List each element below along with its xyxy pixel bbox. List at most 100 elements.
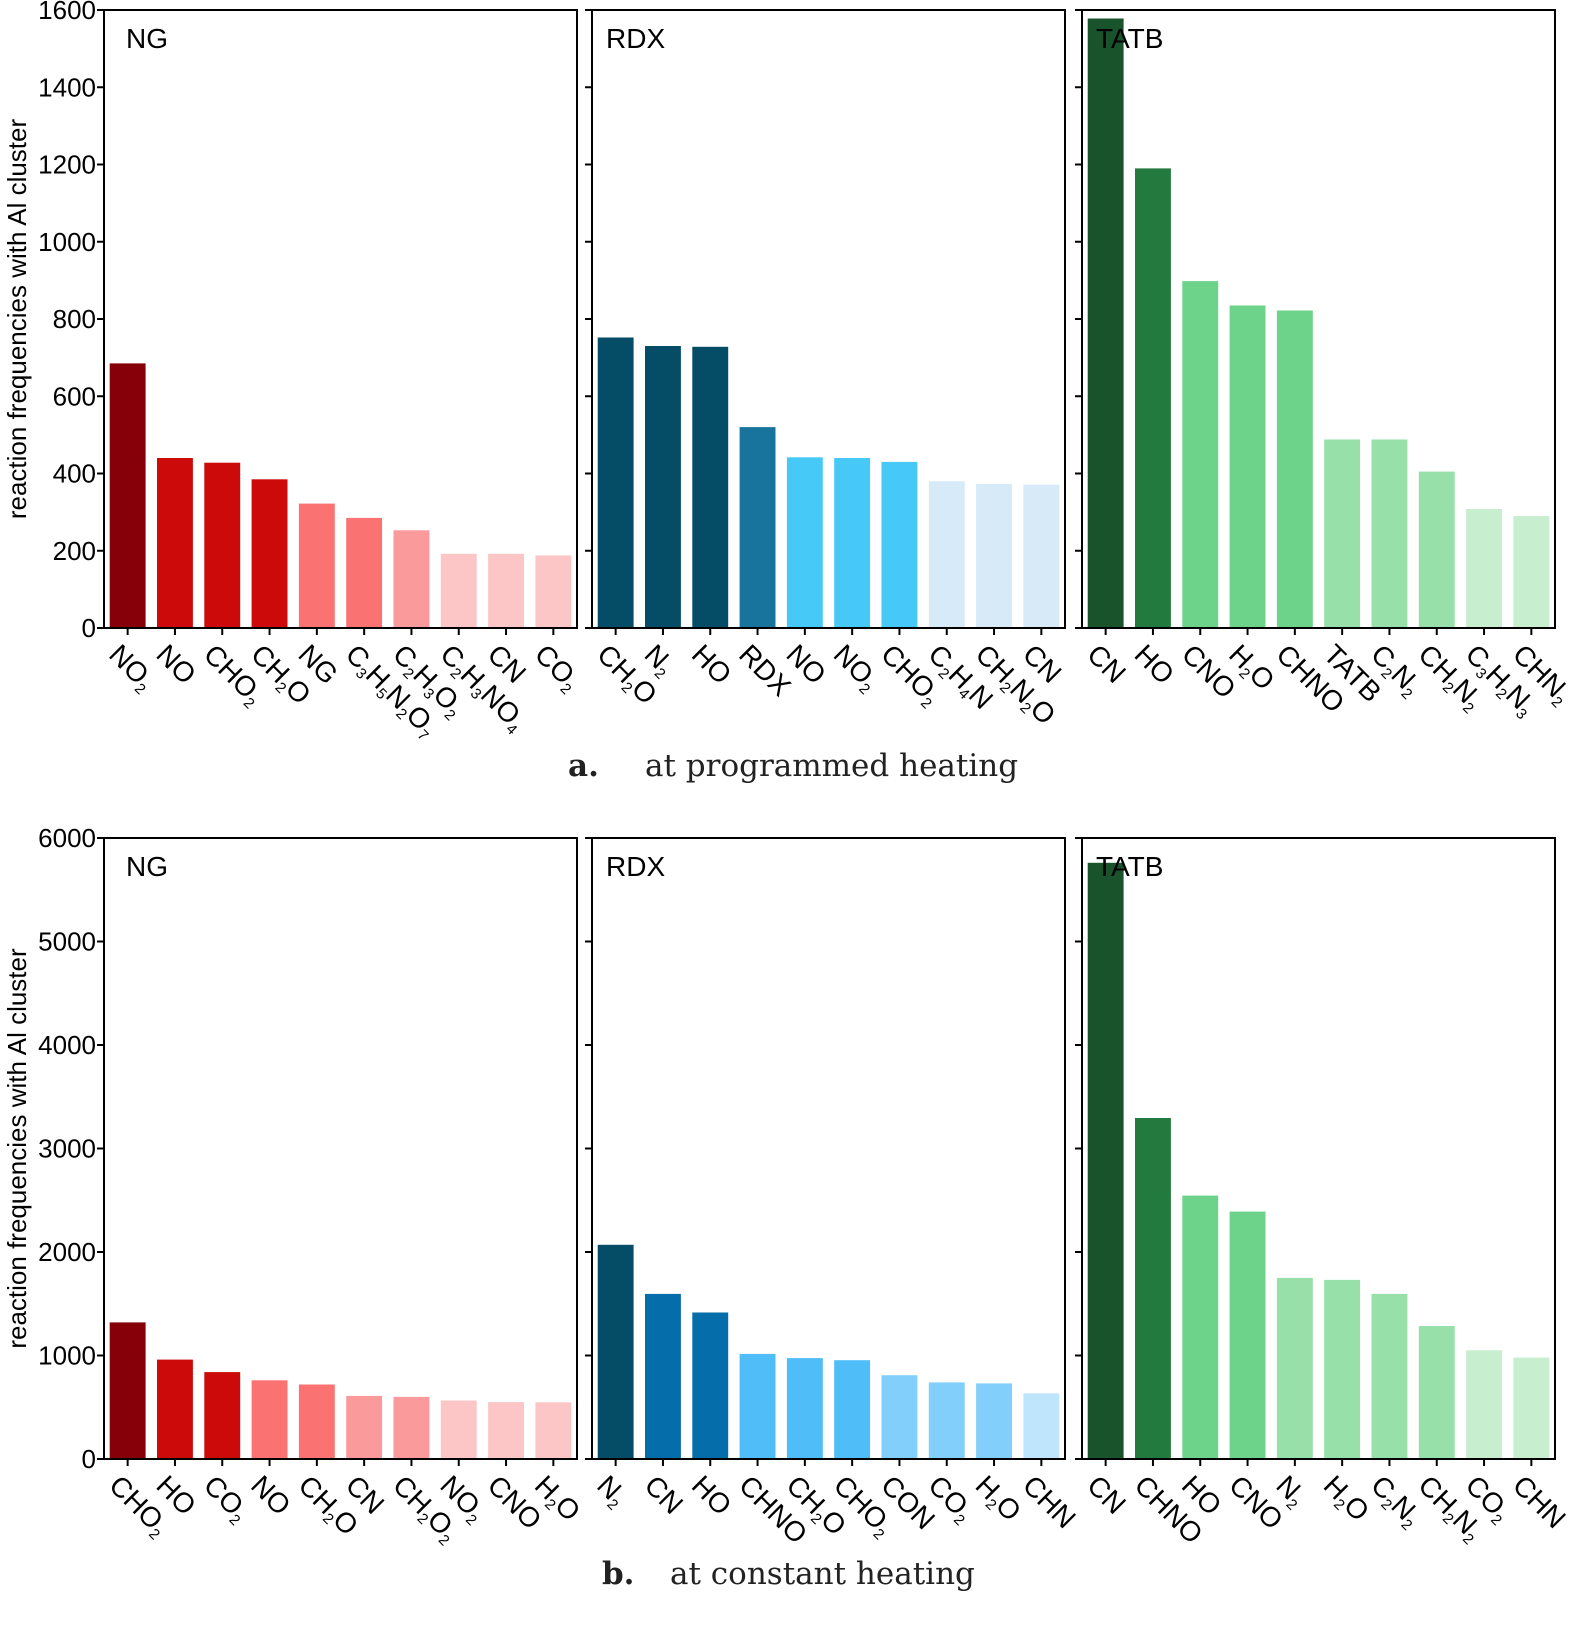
bar	[204, 462, 241, 628]
bar	[1418, 1326, 1455, 1459]
bar	[109, 1322, 146, 1459]
bar	[251, 479, 288, 628]
x-tick-label: NO	[245, 1469, 297, 1521]
x-tick-label: CHN	[1017, 1469, 1082, 1534]
panel-title: NG	[126, 23, 168, 54]
bar	[834, 458, 871, 628]
panel-title: TATB	[1096, 23, 1163, 54]
x-tick-label: NO	[151, 638, 203, 690]
bar	[739, 1353, 776, 1459]
bar	[881, 1375, 918, 1459]
x-tick-label: NO2	[101, 638, 160, 697]
bar	[1182, 281, 1219, 628]
y-tick-label: 0	[82, 613, 96, 643]
bar	[1276, 1277, 1313, 1459]
y-axis-label: reaction frequencies with Al cluster	[2, 119, 32, 520]
x-tick-label: NO2	[826, 638, 885, 697]
panel-title: RDX	[606, 851, 665, 882]
bar	[1135, 1118, 1171, 1459]
panel-title: RDX	[606, 23, 665, 54]
x-tick-label: H2O	[968, 1469, 1027, 1528]
x-tick-label: N2	[589, 1469, 633, 1513]
x-tick-label: CNO	[482, 1469, 548, 1535]
bar	[786, 1358, 823, 1459]
x-tick-label: RDX	[733, 638, 797, 702]
bar	[1182, 1195, 1219, 1459]
bar	[976, 1383, 1012, 1459]
bar	[488, 553, 524, 628]
x-tick-label: CN	[639, 1469, 690, 1520]
bar	[1023, 1393, 1060, 1459]
y-tick-label: 1400	[38, 72, 96, 102]
bar	[109, 363, 146, 628]
bar	[1418, 471, 1455, 628]
caption-text: at programmed heating	[645, 748, 1018, 784]
y-tick-label: 6000	[38, 823, 96, 853]
x-tick-label: HO	[686, 1469, 738, 1521]
bar	[204, 1372, 241, 1459]
bar	[346, 517, 383, 628]
x-tick-label: CNO	[1223, 1469, 1289, 1535]
x-tick-label: CON	[875, 1469, 941, 1535]
bar	[1135, 168, 1171, 628]
bar	[692, 346, 729, 628]
chart-row-b: reaction frequencies with Al cluster 0 100…	[2, 823, 1572, 1592]
caption-text: at constant heating	[670, 1556, 975, 1592]
bar	[1087, 862, 1124, 1459]
x-tick-label: CO2	[196, 1469, 255, 1528]
bar	[881, 461, 918, 628]
bar	[1229, 1211, 1266, 1459]
x-tick-label: N2	[637, 638, 681, 682]
bar	[739, 427, 776, 628]
bar	[1229, 305, 1266, 628]
y-tick-label: 3000	[38, 1134, 96, 1164]
x-tick-label: CO2	[527, 638, 586, 697]
bar	[440, 553, 477, 628]
y-tick-label: 800	[53, 304, 96, 334]
bar	[597, 1244, 634, 1459]
y-tick-label: 1200	[38, 150, 96, 180]
bar	[834, 1360, 871, 1459]
panel-title: TATB	[1096, 851, 1163, 882]
bar	[298, 503, 335, 628]
y-tick-label: 2000	[38, 1237, 96, 1267]
bar	[1324, 439, 1361, 628]
bar	[346, 1395, 383, 1459]
bar	[440, 1400, 477, 1459]
x-tick-label: CN	[482, 638, 533, 689]
y-axis-label: reaction frequencies with Al cluster	[2, 948, 32, 1349]
bar	[645, 1293, 681, 1459]
bar	[1087, 18, 1124, 628]
x-tick-label: HO	[686, 638, 738, 690]
bar	[1466, 1350, 1502, 1459]
bar	[1371, 439, 1408, 628]
bar	[976, 483, 1012, 628]
bar	[1513, 1357, 1550, 1459]
x-tick-label: HO	[1129, 638, 1181, 690]
y-tick-label: 1000	[38, 1341, 96, 1371]
bar	[1466, 509, 1502, 628]
y-tick-label: 5000	[38, 927, 96, 957]
bar	[393, 530, 430, 628]
bar	[1513, 516, 1550, 628]
y-tick-label: 1600	[38, 0, 96, 25]
bar	[928, 481, 965, 628]
panel-tatb: TATBCNHOCNOH2OCHNOTATBC2N2CH2N2C3H2N3CHN…	[1075, 9, 1572, 723]
bar	[928, 1382, 965, 1459]
y-tick-label: 0	[82, 1444, 96, 1474]
bar	[157, 1359, 193, 1459]
bar	[692, 1312, 729, 1459]
bar	[1276, 310, 1313, 628]
x-tick-label: CNO	[1176, 638, 1242, 704]
bar	[1371, 1293, 1408, 1459]
bar	[298, 1384, 335, 1459]
bar	[786, 457, 823, 628]
panel-title: NG	[126, 851, 168, 882]
bar	[535, 1402, 572, 1459]
bar	[535, 555, 572, 628]
